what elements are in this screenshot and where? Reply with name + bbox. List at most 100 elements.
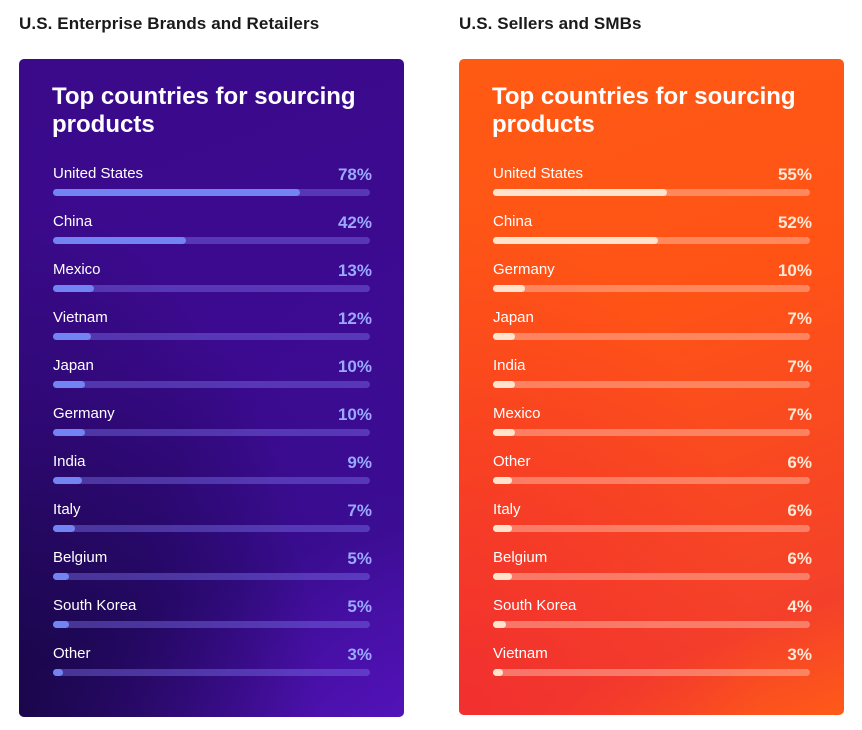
bar-track (493, 573, 810, 580)
section-title-enterprise: U.S. Enterprise Brands and Retailers (19, 14, 320, 33)
bar-track (493, 381, 810, 388)
category-label: Germany (53, 405, 115, 422)
category-label: Vietnam (53, 309, 108, 326)
value-label: 5% (347, 549, 372, 568)
smb-chart-title: Top countries for sourcing products (492, 83, 796, 138)
category-label: Japan (493, 309, 534, 326)
value-label: 10% (777, 261, 812, 280)
bar-track (53, 477, 370, 484)
value-label: 52% (777, 213, 812, 232)
bar-track (53, 669, 370, 676)
bar-row: Germany 10% (492, 261, 812, 309)
value-label: 6% (787, 549, 812, 568)
category-label: South Korea (493, 597, 577, 614)
category-label: India (53, 453, 86, 470)
category-label: China (493, 213, 533, 230)
enterprise-chart-card: Top countries for sourcing products Unit… (19, 59, 404, 717)
value-label: 7% (347, 501, 372, 520)
bar-fill (53, 189, 301, 196)
bar-row: Mexico 13% (52, 261, 372, 309)
value-label: 7% (787, 357, 812, 376)
bar-row: India 7% (492, 357, 812, 405)
value-label: 12% (337, 309, 372, 328)
bar-track (493, 285, 810, 292)
bar-row: India 9% (52, 453, 372, 501)
bar-fill (53, 333, 92, 340)
value-label: 7% (787, 309, 812, 328)
bar-fill (493, 333, 516, 340)
bar-fill (53, 573, 69, 580)
bar-row: Belgium 6% (492, 549, 812, 597)
category-label: Vietnam (493, 645, 548, 662)
bar-track (53, 333, 370, 340)
enterprise-bar-list: United States 78% China 42% Mexico 13% Vietnam… (52, 165, 372, 693)
bar-row: Mexico 7% (492, 405, 812, 453)
bar-track (493, 189, 810, 196)
bar-fill (53, 477, 82, 484)
bar-track (53, 285, 370, 292)
bar-track (53, 189, 370, 196)
bar-track (53, 525, 370, 532)
bar-track (493, 477, 810, 484)
value-label: 55% (777, 165, 812, 184)
category-label: China (53, 213, 93, 230)
value-label: 7% (787, 405, 812, 424)
category-label: Italy (493, 501, 521, 518)
category-label: Belgium (53, 549, 108, 566)
bar-fill (493, 237, 658, 244)
category-label: Other (53, 645, 91, 662)
bar-fill (493, 573, 513, 580)
bar-row: United States 55% (492, 165, 812, 213)
bar-track (493, 525, 810, 532)
value-label: 3% (787, 645, 812, 664)
smb-bar-list: United States 55% China 52% Germany 10% Japan 7… (492, 165, 812, 693)
bar-row: South Korea 5% (52, 597, 372, 645)
bar-row: China 42% (52, 213, 372, 261)
bar-row: Italy 6% (492, 501, 812, 549)
category-label: Italy (53, 501, 81, 518)
bar-fill (493, 669, 503, 676)
bar-track (493, 669, 810, 676)
bar-row: Japan 7% (492, 309, 812, 357)
bar-row: Japan 10% (52, 357, 372, 405)
value-label: 13% (337, 261, 372, 280)
value-label: 5% (347, 597, 372, 616)
bar-row: United States 78% (52, 165, 372, 213)
bar-row: Vietnam 12% (52, 309, 372, 357)
category-label: Belgium (493, 549, 548, 566)
bar-fill (493, 189, 668, 196)
bar-row: Other 6% (492, 453, 812, 501)
bar-fill (493, 429, 516, 436)
category-label: Other (493, 453, 531, 470)
bar-track (53, 573, 370, 580)
bar-fill (53, 429, 85, 436)
value-label: 10% (337, 357, 372, 376)
category-label: United States (53, 165, 144, 182)
category-label: Mexico (53, 261, 101, 278)
category-label: Germany (493, 261, 555, 278)
value-label: 4% (787, 597, 812, 616)
bar-track (53, 429, 370, 436)
bar-fill (493, 477, 513, 484)
bar-fill (53, 237, 187, 244)
category-label: South Korea (53, 597, 137, 614)
enterprise-chart-title: Top countries for sourcing products (52, 83, 356, 138)
bar-track (493, 333, 810, 340)
category-label: India (493, 357, 526, 374)
bar-row: South Korea 4% (492, 597, 812, 645)
bar-row: China 52% (492, 213, 812, 261)
bar-row: Other 3% (52, 645, 372, 693)
category-label: United States (493, 165, 584, 182)
bar-track (493, 621, 810, 628)
bar-fill (53, 621, 69, 628)
value-label: 6% (787, 501, 812, 520)
value-label: 42% (337, 213, 372, 232)
bar-fill (493, 525, 513, 532)
value-label: 3% (347, 645, 372, 664)
category-label: Japan (53, 357, 94, 374)
smb-chart-card: Top countries for sourcing products Unit… (459, 59, 844, 715)
bar-fill (493, 621, 506, 628)
bar-fill (53, 525, 76, 532)
bar-fill (493, 285, 525, 292)
value-label: 78% (337, 165, 372, 184)
